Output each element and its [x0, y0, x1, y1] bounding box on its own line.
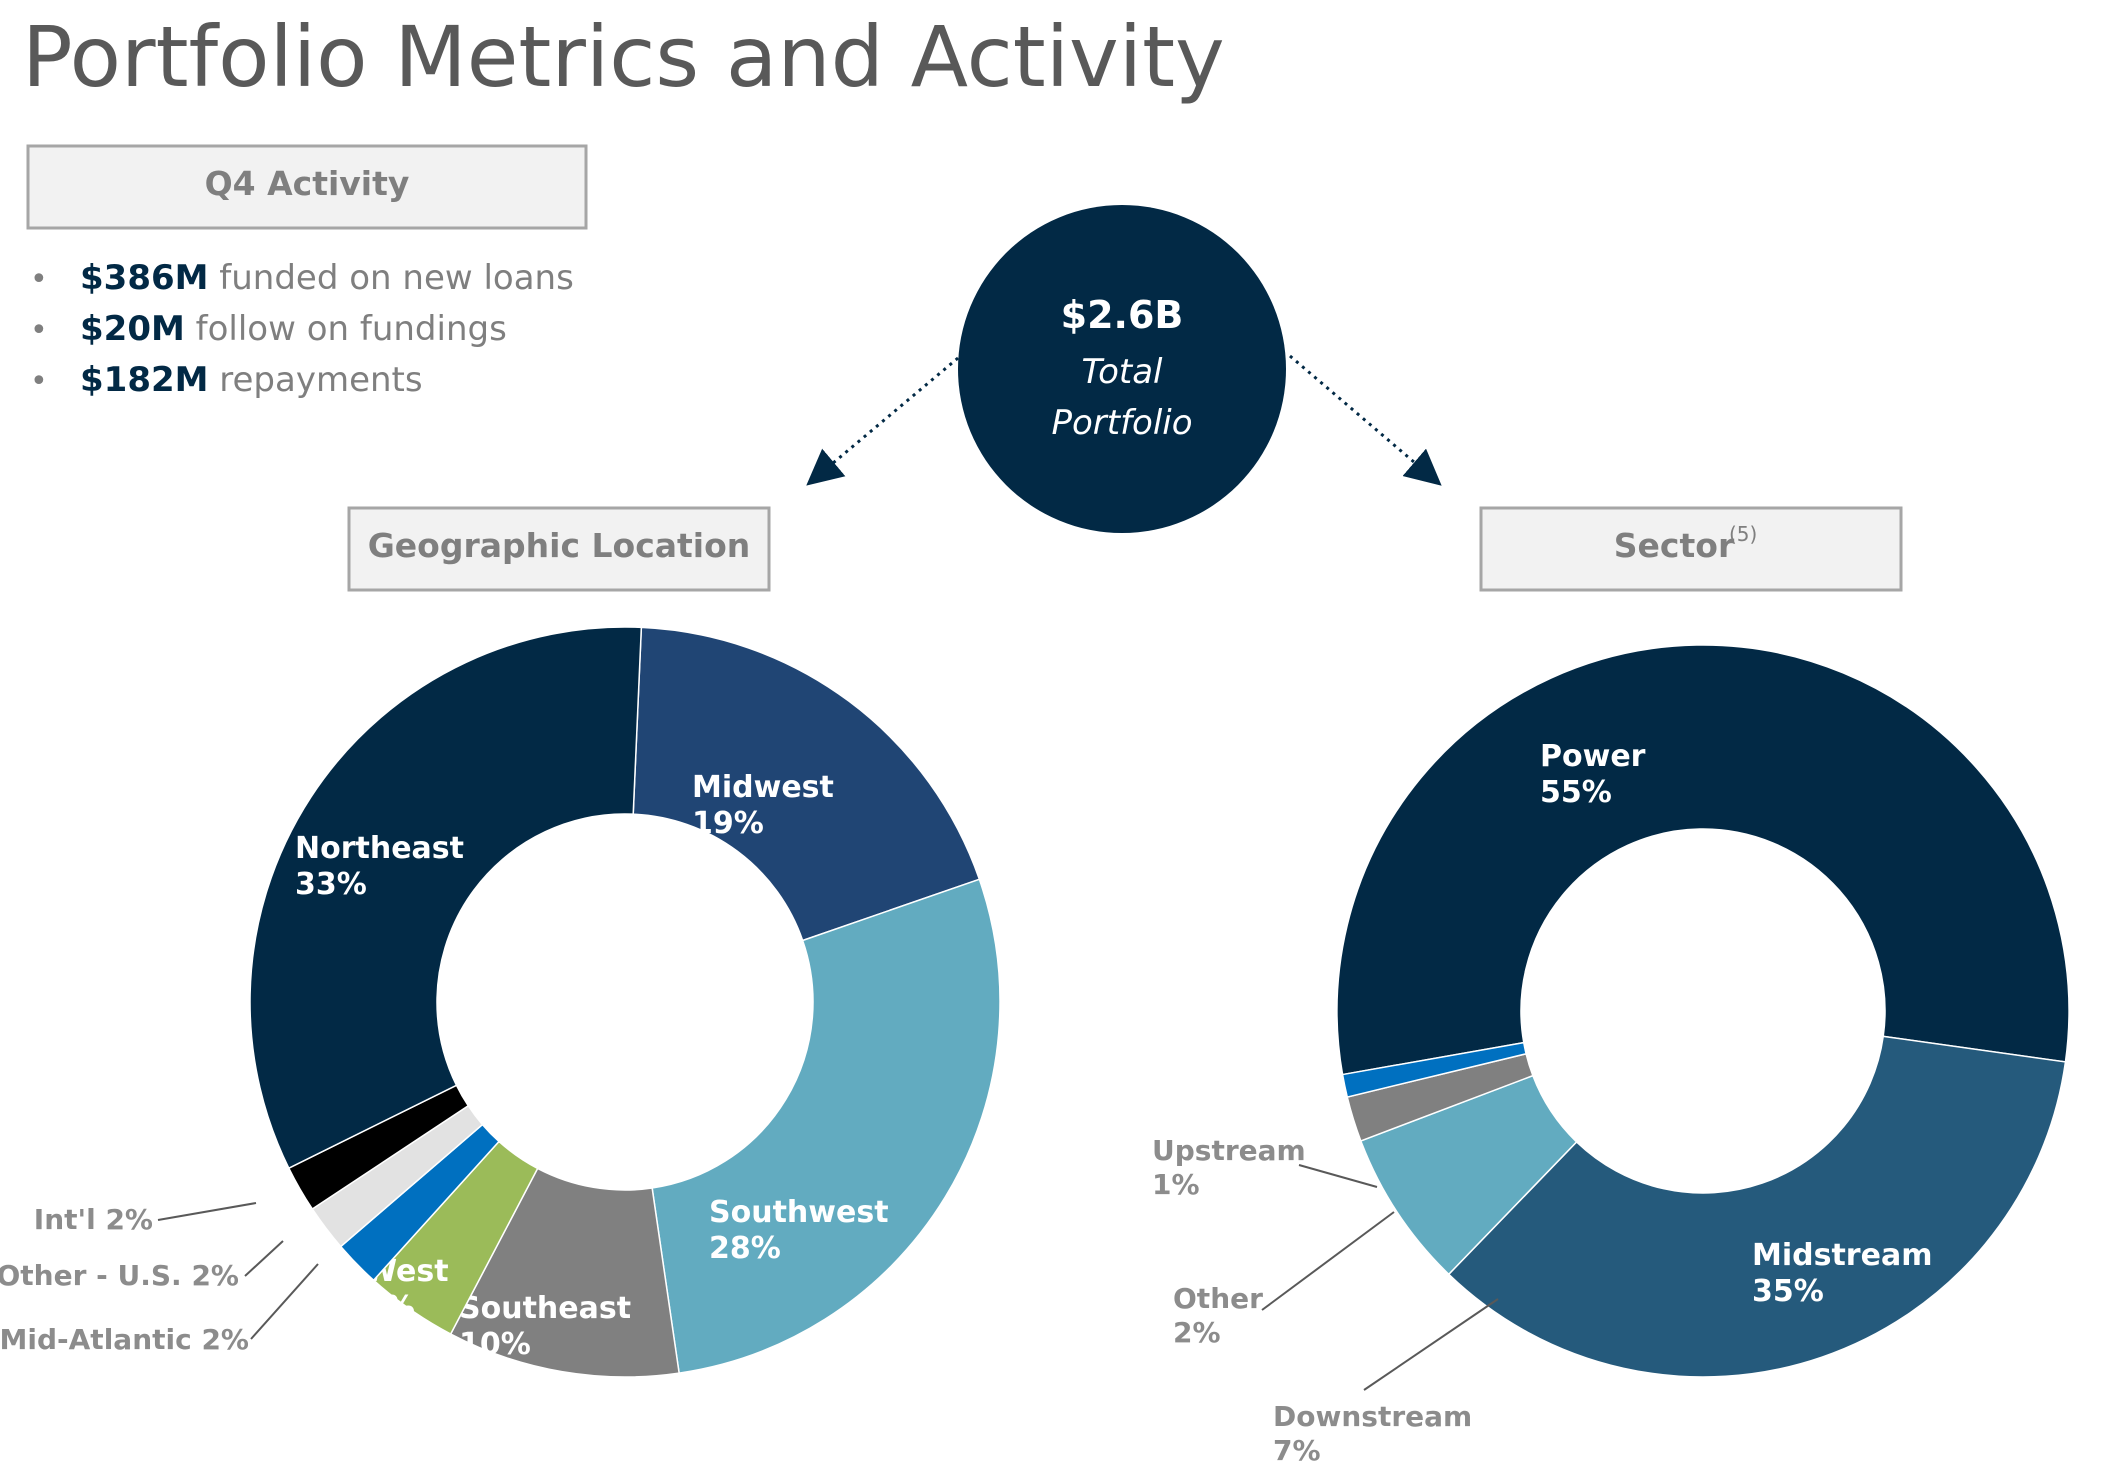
slice-midwest [632, 626, 981, 942]
label-southeast-name: Southeast [459, 1291, 631, 1326]
activity-bullet: • $20M follow on fundings [30, 309, 507, 349]
activity-list: • $386M funded on new loans • $20M follo… [30, 258, 574, 400]
total-label-line2: Portfolio [1051, 403, 1192, 443]
sector-donut-chart: Power 55%Midstream 35%Downstream 7%Other 2%U… [1152, 644, 2070, 1463]
label-other-value: 2% [1173, 1316, 1221, 1349]
label-midstream: Midstream 35% [1752, 1238, 1932, 1309]
label-southwest-name: Southwest [709, 1195, 889, 1230]
leader-line-mid-atlantic [250, 1263, 319, 1340]
sector-header-box: Sector (5) [1479, 506, 1903, 592]
activity-description: repayments [219, 360, 422, 400]
bullet-dot-icon: • [30, 262, 48, 297]
label-midstream-name: Midstream [1752, 1238, 1932, 1273]
label-southwest-value: 28% [709, 1231, 781, 1266]
label-mid-atlantic-value: 2% [201, 1323, 249, 1356]
total-amount: $2.6B [1061, 293, 1184, 337]
leader-line-int-l [157, 1202, 257, 1221]
arrow-to-sector [1289, 354, 1442, 486]
activity-bullet-text: $182M repayments [80, 360, 423, 400]
label-northeast: Northeast 33% [295, 831, 464, 902]
slice-southwest [651, 878, 1001, 1374]
label-other: Other 2% [1173, 1282, 1263, 1349]
label-power-name: Power [1540, 739, 1646, 774]
bullet-dot-icon: • [30, 364, 48, 399]
label-power: Power 55% [1540, 739, 1646, 810]
leader-line-other-u-s [244, 1240, 284, 1277]
label-southeast: Southeast 10% [459, 1291, 631, 1362]
label-other-u-s-name: Other - U.S. [0, 1259, 191, 1292]
activity-description: follow on fundings [196, 309, 507, 349]
leader-line-downstream [1363, 1298, 1499, 1391]
bullet-dot-icon: • [30, 313, 48, 348]
activity-bullet: • $182M repayments [30, 360, 423, 400]
label-upstream-name: Upstream [1152, 1134, 1306, 1167]
leader-line-upstream [1298, 1164, 1378, 1188]
activity-description: funded on new loans [219, 258, 574, 298]
label-int-l: Int'l 2% [34, 1203, 153, 1236]
activity-amount: $182M [80, 360, 208, 400]
label-southwest: Southwest 28% [709, 1195, 889, 1266]
label-midwest-name: Midwest [692, 770, 834, 805]
label-northeast-name: Northeast [295, 831, 464, 866]
label-downstream-value: 7% [1273, 1434, 1321, 1463]
q4-activity-label: Q4 Activity [205, 164, 410, 203]
activity-bullet-text: $386M funded on new loans [80, 258, 574, 298]
slice-northeast [249, 626, 643, 1170]
label-upstream-value: 1% [1152, 1168, 1200, 1201]
label-midwest-value: 19% [692, 806, 764, 841]
geographic-header-box: Geographic Location [347, 506, 771, 592]
label-northeast-value: 33% [295, 867, 367, 902]
label-midwest: Midwest 19% [692, 770, 834, 841]
geographic-header-label: Geographic Location [368, 526, 751, 565]
label-other-name: Other [1173, 1282, 1263, 1315]
sector-footnote: (5) [1729, 522, 1757, 546]
slice-midstream [1447, 1035, 2067, 1378]
label-west-value: 4% [364, 1290, 415, 1325]
sector-header-label: Sector [1614, 526, 1735, 565]
activity-bullet-text: $20M follow on fundings [80, 309, 507, 349]
label-other-u-s-value: 2% [191, 1259, 239, 1292]
label-int-l-name: Int'l [34, 1203, 106, 1236]
label-upstream: Upstream 1% [1152, 1134, 1306, 1201]
activity-amount: $20M [80, 309, 185, 349]
page-title: Portfolio Metrics and Activity [22, 8, 1225, 106]
label-mid-atlantic-name: Mid-Atlantic [0, 1323, 201, 1356]
q4-activity-box: Q4 Activity [26, 144, 588, 230]
geographic-donut-chart: Midwest 19%Southwest 28%Southeast 10%West 4%… [0, 626, 1001, 1378]
activity-amount: $386M [80, 258, 208, 298]
arrow-to-geographic [806, 356, 959, 486]
total-label-line1: Total [1082, 352, 1164, 392]
slice-power [1336, 644, 2070, 1076]
label-midstream-value: 35% [1752, 1274, 1824, 1309]
label-southeast-value: 10% [459, 1327, 531, 1362]
label-power-value: 55% [1540, 775, 1612, 810]
label-other-u-s: Other - U.S. 2% [0, 1259, 239, 1292]
label-downstream: Downstream 7% [1273, 1400, 1472, 1463]
label-int-l-value: 2% [105, 1203, 153, 1236]
total-portfolio-circle: $2.6B Total Portfolio [958, 205, 1286, 533]
activity-bullet: • $386M funded on new loans [30, 258, 574, 298]
slice-upstream [1341, 1041, 1528, 1098]
label-mid-atlantic: Mid-Atlantic 2% [0, 1323, 249, 1356]
label-downstream-name: Downstream [1273, 1400, 1472, 1433]
leader-line-other [1261, 1211, 1395, 1311]
